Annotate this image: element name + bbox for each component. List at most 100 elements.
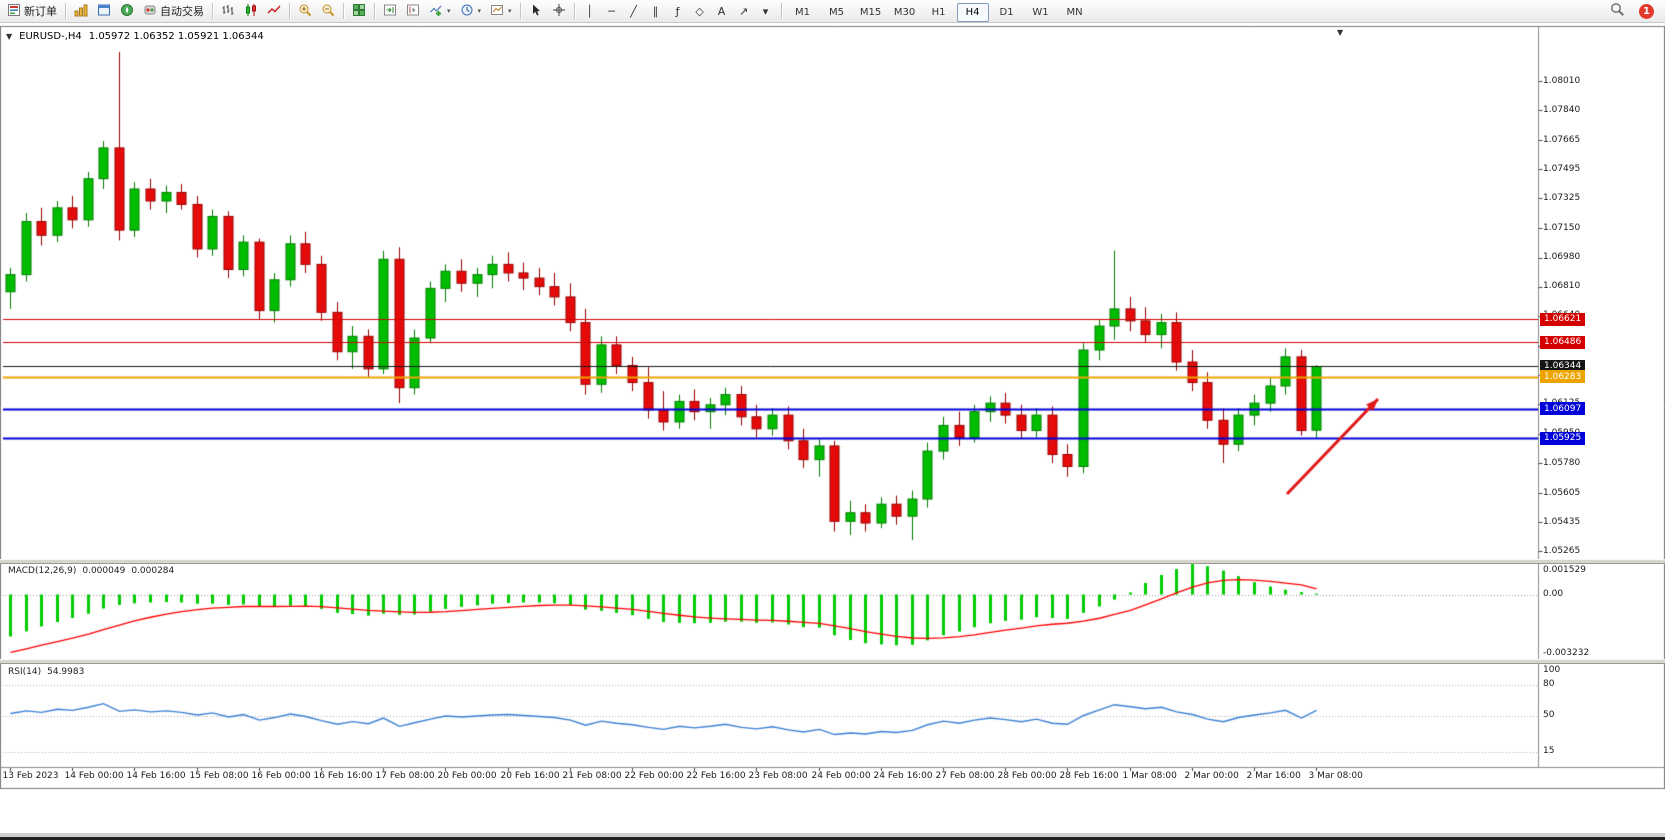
hline-price-tag: 1.06283	[1540, 370, 1586, 384]
time-axis-label: 22 Feb 16:00	[686, 771, 746, 781]
timeframe-button-w1[interactable]: W1	[1032, 7, 1049, 18]
cursor-button[interactable]	[525, 1, 547, 21]
line-chart-button[interactable]	[263, 1, 285, 21]
status-strip	[0, 833, 1665, 837]
time-axis-label: 24 Feb 00:00	[811, 771, 871, 781]
price-axis-label: 1.07495	[1543, 163, 1581, 174]
timeframe-toolbar: M1 M5 M15 M30 H1 H4 D1 W1 MN	[786, 0, 1092, 22]
notification-badge[interactable]: 1	[1639, 3, 1654, 19]
autotrade-button[interactable]: 自动交易	[139, 1, 208, 21]
drawing-tools-group: │ ─ ╱ ∥ ƒ ◇ A ↗ ▾	[579, 0, 777, 22]
chart-ohlc-values: 1.05972 1.06352 1.05921 1.06344	[88, 31, 264, 42]
bar-chart-button[interactable]	[217, 1, 239, 21]
horizontal-line-tool[interactable]: ─	[601, 2, 623, 22]
time-axis-label: 13 Feb 2023	[2, 771, 59, 781]
time-axis-label: 20 Feb 00:00	[437, 771, 497, 781]
chart-title-overlay: ▼ EURUSD-,H4 1.05972 1.06352 1.05921 1.0…	[6, 31, 264, 42]
zoom-out-button[interactable]	[317, 1, 339, 21]
zoom-in-button[interactable]	[294, 1, 316, 21]
templates-button[interactable]: ▾	[486, 1, 516, 21]
candlestick-icon	[244, 3, 258, 20]
candlestick-chart-button[interactable]	[240, 1, 262, 21]
arrows-tool[interactable]: ↗	[733, 2, 755, 22]
ohlc-bars-icon	[221, 3, 235, 20]
toolbar-right-group: 1	[1606, 1, 1662, 21]
crosshair-button[interactable]	[548, 1, 570, 21]
chart-shift-marker-icon: ▼	[1337, 28, 1344, 37]
toolbar-separator	[374, 3, 375, 19]
indicators-button[interactable]: ▾	[425, 1, 455, 21]
fibonacci-tool[interactable]: ƒ	[667, 2, 689, 22]
hline-price-tag: 1.05925	[1540, 431, 1586, 445]
market-watch-button[interactable]	[70, 1, 92, 21]
time-axis-label: 20 Feb 16:00	[500, 771, 560, 781]
hline-price-tag: 1.06097	[1540, 402, 1586, 416]
price-axis-label: 1.07150	[1543, 222, 1581, 233]
vertical-line-tool[interactable]: │	[579, 2, 601, 22]
chevron-down-icon: ▾	[477, 7, 482, 15]
chart-menu-arrow-icon[interactable]: ▼	[6, 32, 13, 41]
text-tool[interactable]: A	[711, 2, 733, 22]
chart-shift-icon	[406, 3, 420, 20]
data-window-icon	[97, 3, 111, 20]
navigator-button[interactable]	[116, 1, 138, 21]
timeframe-button-h1[interactable]: H1	[931, 7, 946, 18]
time-axis-label: 2 Mar 00:00	[1184, 771, 1239, 781]
timeframe-button-mn[interactable]: MN	[1066, 7, 1083, 18]
navigator-icon	[120, 3, 134, 20]
autotrade-label: 自动交易	[160, 5, 204, 18]
timeframe-button-h4[interactable]: H4	[956, 3, 989, 22]
time-axis-label: 28 Feb 16:00	[1059, 771, 1119, 781]
chart-shift-button[interactable]	[402, 1, 424, 21]
chevron-down-icon: ▾	[447, 7, 451, 15]
clock-icon	[460, 3, 474, 20]
price-axis-label: 1.06980	[1543, 252, 1581, 263]
toolbar-separator	[573, 3, 575, 19]
timeframe-button-m5[interactable]: M5	[829, 7, 845, 18]
hline-price-tag: 1.06621	[1540, 312, 1586, 326]
hline-price-tag: 1.06486	[1540, 335, 1586, 349]
macd-axis-label: -0.003232	[1543, 648, 1590, 658]
autoscroll-icon	[383, 3, 397, 20]
time-axis-label: 14 Feb 16:00	[126, 771, 186, 781]
search-button[interactable]	[1606, 1, 1629, 21]
pane-divider[interactable]	[0, 659, 1665, 664]
tile-windows-icon	[352, 3, 366, 20]
rsi-axis-label: 80	[1543, 678, 1555, 689]
timeframe-button-m15[interactable]: M15	[859, 7, 882, 18]
shapes-tool[interactable]: ◇	[689, 2, 711, 22]
toolbar-separator	[212, 3, 213, 19]
crosshair-icon	[552, 3, 566, 20]
new-order-label: 新订单	[24, 5, 57, 18]
template-icon	[490, 3, 504, 20]
pane-divider[interactable]	[0, 559, 1665, 564]
tile-windows-button[interactable]	[348, 1, 370, 21]
cursor-arrow-icon	[529, 3, 543, 20]
time-axis-label: 2 Mar 16:00	[1246, 771, 1301, 781]
rsi-axis-label: 50	[1543, 709, 1555, 720]
timeframe-button-m1[interactable]: M1	[795, 7, 811, 18]
macd-axis-label: 0.001529	[1543, 565, 1586, 575]
chevron-down-icon: ▾	[508, 7, 512, 15]
main-toolbar: 新订单 自动交易 ▾ ▾ ▾ │ ─ ╱ ∥ ƒ ◇ A ↗ ▾ M1 M5 M15 M30 H1 H4 D…	[0, 0, 1665, 23]
time-axis-label: 16 Feb 00:00	[251, 771, 311, 781]
periods-button[interactable]: ▾	[456, 1, 486, 21]
toolbar-separator	[289, 3, 290, 19]
price-axis-label: 1.07665	[1543, 134, 1581, 145]
chart-symbol-period: EURUSD-,H4	[19, 31, 82, 42]
timeframe-button-m30[interactable]: M30	[893, 7, 916, 18]
zoom-out-icon	[321, 3, 335, 20]
more-tools-dropdown[interactable]: ▾	[755, 2, 777, 22]
rsi-label: RSI(14)	[8, 667, 42, 677]
price-axis-label: 1.05605	[1543, 487, 1581, 498]
trendline-tool[interactable]: ╱	[623, 2, 645, 22]
channel-tool[interactable]: ∥	[645, 2, 667, 22]
timeframe-button-d1[interactable]: D1	[999, 7, 1014, 18]
market-watch-icon	[74, 3, 88, 20]
time-axis-label: 3 Mar 08:00	[1308, 771, 1363, 781]
new-order-button[interactable]: 新订单	[3, 1, 61, 21]
autoscroll-button[interactable]	[379, 1, 401, 21]
data-window-button[interactable]	[93, 1, 115, 21]
